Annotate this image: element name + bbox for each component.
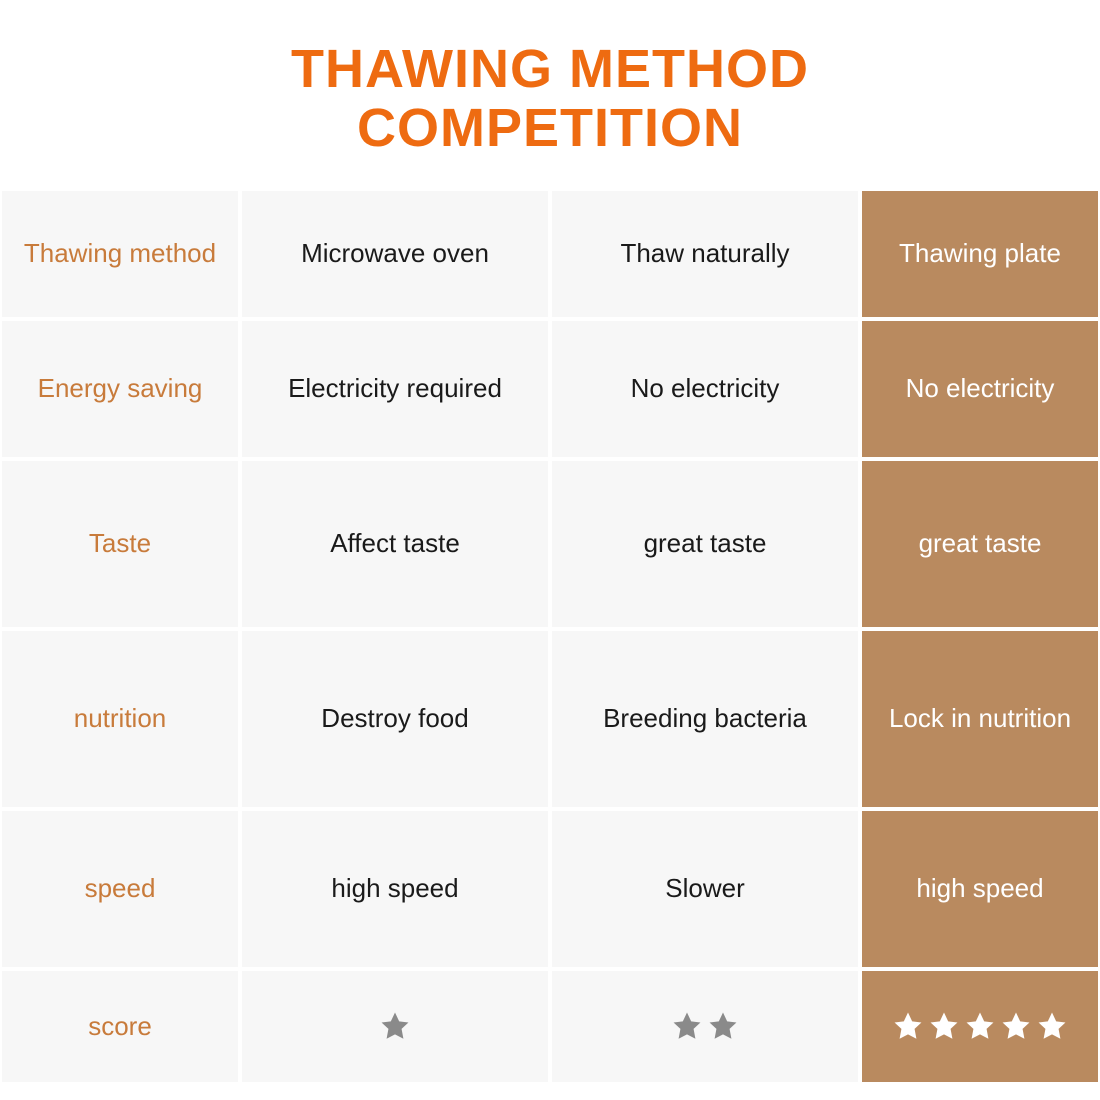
- row-4-col3-text: high speed: [916, 873, 1043, 904]
- star-icon: [891, 1009, 925, 1043]
- row-2-label: Taste: [0, 459, 240, 629]
- row-1-label: Energy saving: [0, 319, 240, 459]
- star-icon: [999, 1009, 1033, 1043]
- score-label: score: [0, 969, 240, 1084]
- score-col3: [860, 969, 1100, 1084]
- row-4-label-text: speed: [85, 873, 156, 904]
- row-3-label: nutrition: [0, 629, 240, 809]
- row-0-col3-text: Thawing plate: [899, 238, 1061, 269]
- infographic-container: THAWING METHOD COMPETITION Thawing metho…: [0, 0, 1100, 1100]
- row-3-col2-text: Breeding bacteria: [603, 703, 807, 734]
- score-col3-stars: [891, 1009, 1069, 1043]
- row-0-label: Thawing method: [0, 189, 240, 319]
- row-2-col1-text: Affect taste: [330, 528, 460, 559]
- row-1-col1: Electricity required: [240, 319, 550, 459]
- row-4-col2: Slower: [550, 809, 860, 969]
- row-3-col3-text: Lock in nutrition: [889, 703, 1071, 734]
- row-2-col2-text: great taste: [644, 528, 767, 559]
- row-3-col3: Lock in nutrition: [860, 629, 1100, 809]
- row-4-label: speed: [0, 809, 240, 969]
- row-3-col2: Breeding bacteria: [550, 629, 860, 809]
- row-4-col3: high speed: [860, 809, 1100, 969]
- star-icon: [963, 1009, 997, 1043]
- row-0-col1-text: Microwave oven: [301, 238, 489, 269]
- row-0-col1: Microwave oven: [240, 189, 550, 319]
- page-title: THAWING METHOD COMPETITION: [0, 0, 1100, 189]
- score-col2: [550, 969, 860, 1084]
- row-1-col3: No electricity: [860, 319, 1100, 459]
- row-4-col2-text: Slower: [665, 873, 744, 904]
- comparison-grid: Thawing method Microwave oven Thaw natural…: [0, 189, 1100, 1100]
- star-icon: [927, 1009, 961, 1043]
- title-line-2: COMPETITION: [357, 98, 743, 158]
- row-2-col1: Affect taste: [240, 459, 550, 629]
- row-2-col2: great taste: [550, 459, 860, 629]
- row-0-col3: Thawing plate: [860, 189, 1100, 319]
- score-col1: [240, 969, 550, 1084]
- score-label-text: score: [88, 1011, 152, 1042]
- row-3-col1: Destroy food: [240, 629, 550, 809]
- title-line-1: THAWING METHOD: [291, 39, 809, 99]
- row-3-col1-text: Destroy food: [321, 703, 468, 734]
- row-2-col3-text: great taste: [919, 528, 1042, 559]
- row-1-col3-text: No electricity: [906, 373, 1055, 404]
- score-col1-stars: [378, 1009, 412, 1043]
- row-4-col1: high speed: [240, 809, 550, 969]
- row-1-col1-text: Electricity required: [288, 373, 502, 404]
- row-0-col2: Thaw naturally: [550, 189, 860, 319]
- star-icon: [670, 1009, 704, 1043]
- score-col2-stars: [670, 1009, 740, 1043]
- row-0-label-text: Thawing method: [24, 238, 216, 269]
- row-2-label-text: Taste: [89, 528, 151, 559]
- star-icon: [706, 1009, 740, 1043]
- row-1-label-text: Energy saving: [38, 373, 203, 404]
- row-3-label-text: nutrition: [74, 703, 167, 734]
- star-icon: [1035, 1009, 1069, 1043]
- row-2-col3: great taste: [860, 459, 1100, 629]
- row-4-col1-text: high speed: [331, 873, 458, 904]
- row-1-col2-text: No electricity: [631, 373, 780, 404]
- row-0-col2-text: Thaw naturally: [620, 238, 789, 269]
- star-icon: [378, 1009, 412, 1043]
- row-1-col2: No electricity: [550, 319, 860, 459]
